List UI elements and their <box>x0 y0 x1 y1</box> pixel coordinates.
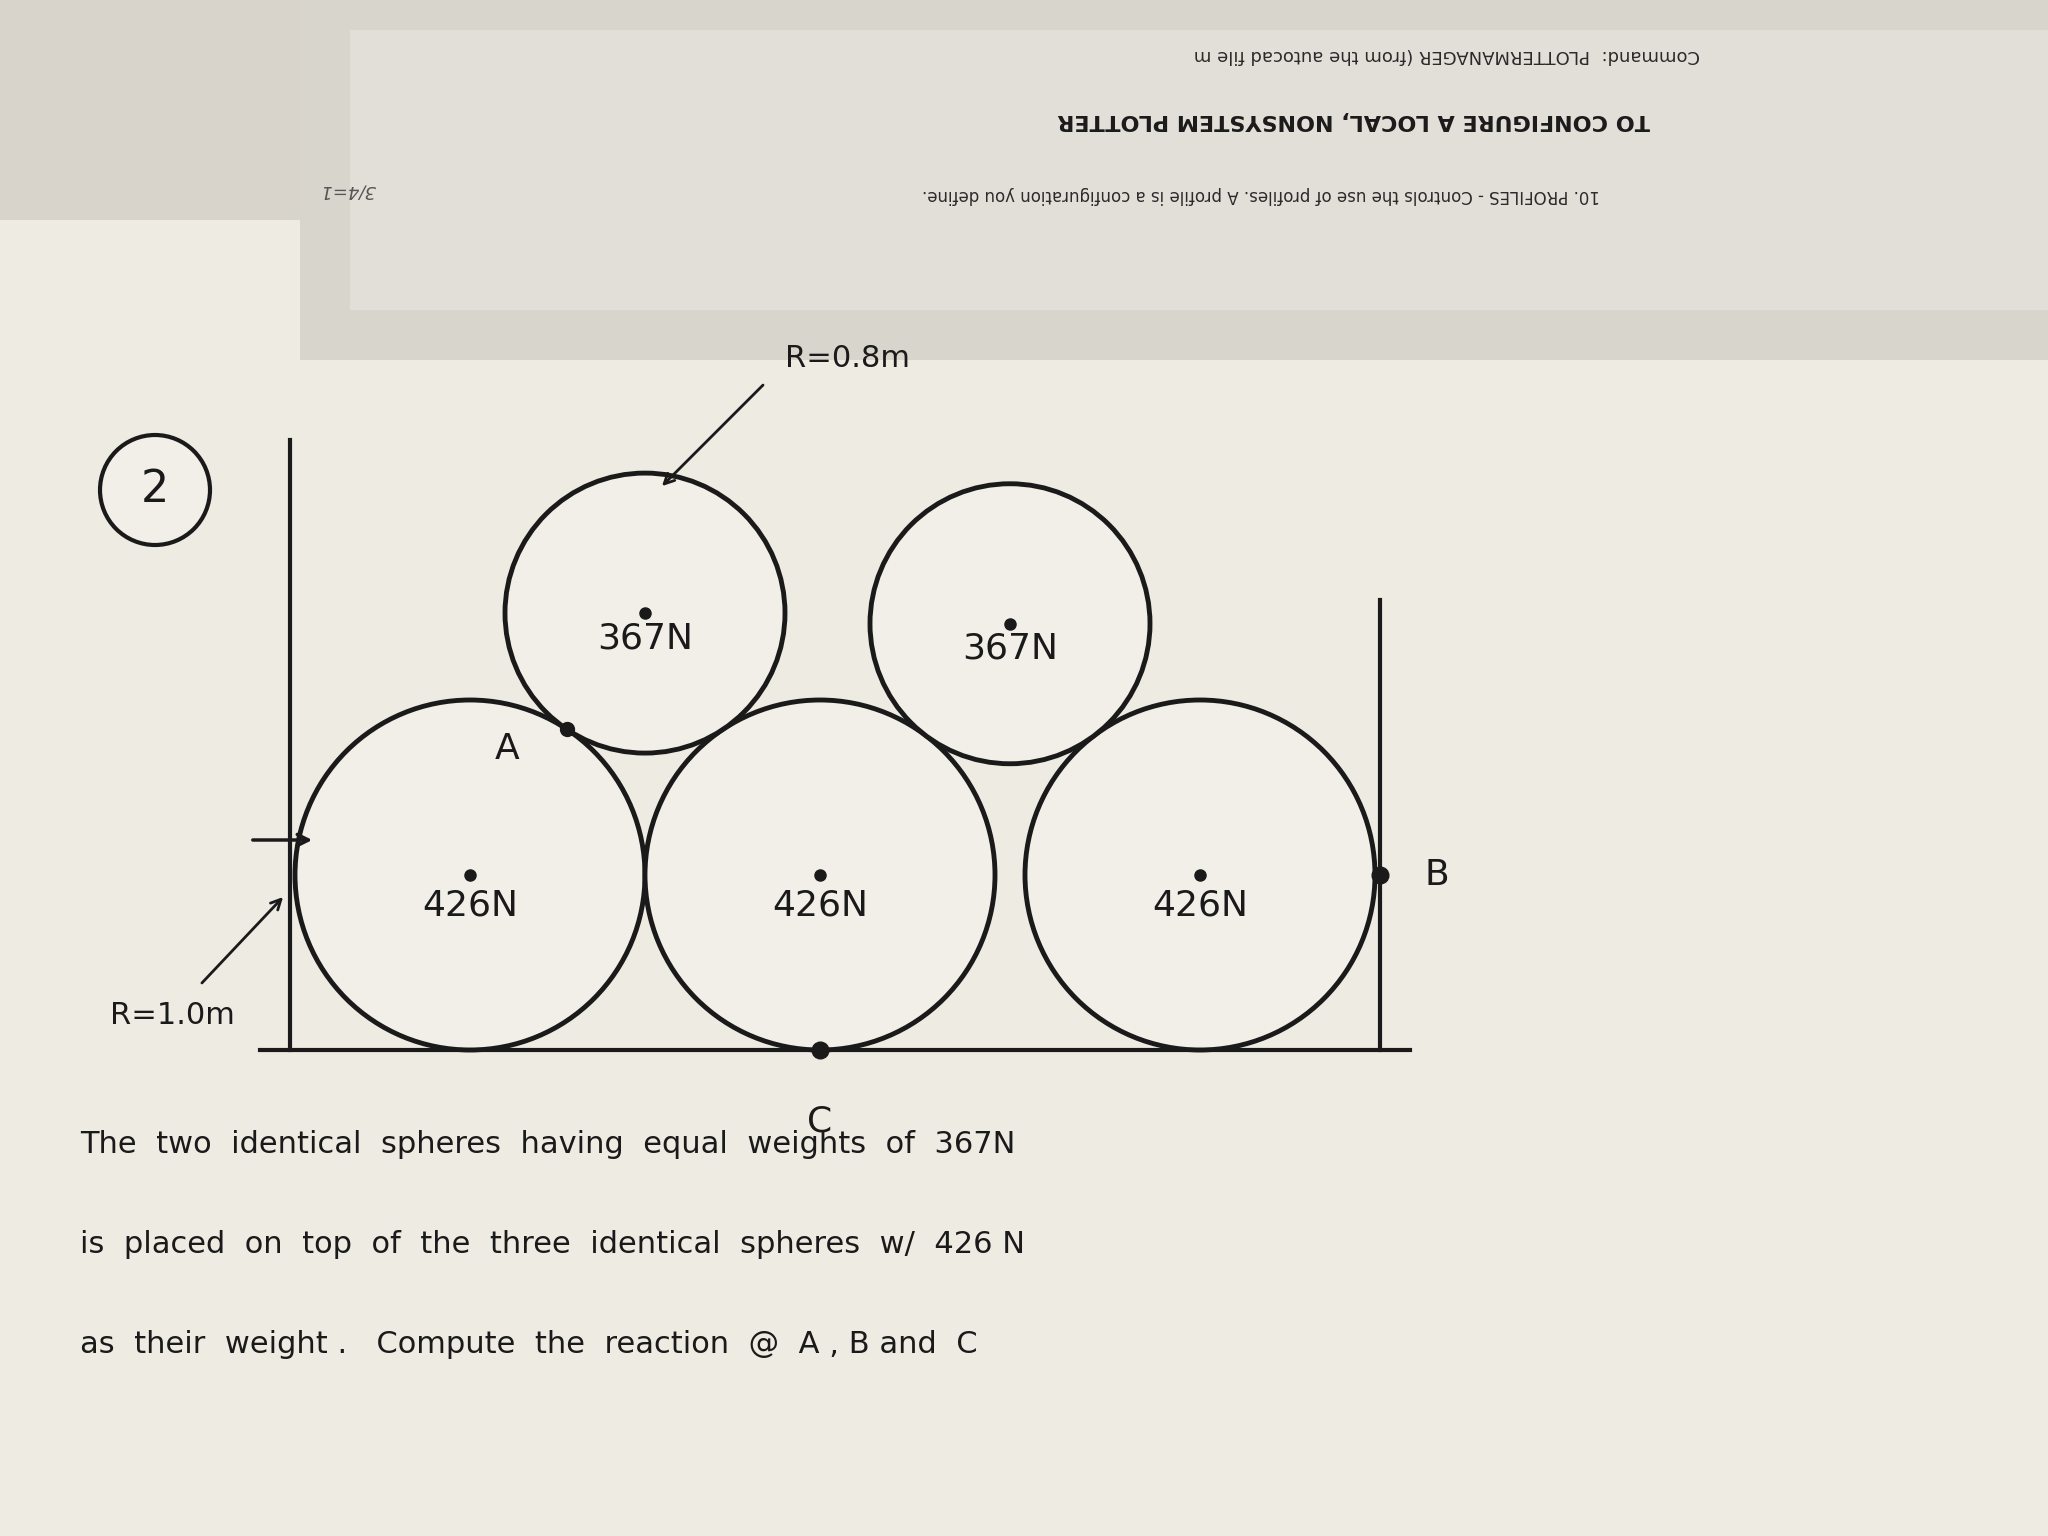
Text: 2: 2 <box>141 468 170 511</box>
Bar <box>0 220 2048 1536</box>
Text: B: B <box>1425 859 1450 892</box>
Bar <box>350 31 2048 310</box>
Circle shape <box>645 700 995 1051</box>
Text: A: A <box>496 733 520 766</box>
Circle shape <box>506 473 784 753</box>
Text: R=1.0m: R=1.0m <box>111 1000 236 1029</box>
Text: The  two  identical  spheres  having  equal  weights  of  367N: The two identical spheres having equal w… <box>80 1130 1016 1160</box>
Text: is  placed  on  top  of  the  three  identical  spheres  w/  426 N: is placed on top of the three identical … <box>80 1230 1024 1260</box>
Text: C: C <box>807 1104 834 1140</box>
Text: 426N: 426N <box>1151 888 1247 922</box>
Text: 3/4=1: 3/4=1 <box>319 181 375 200</box>
Text: as  their  weight .   Compute  the  reaction  @  A , B and  C: as their weight . Compute the reaction @… <box>80 1330 977 1359</box>
Text: 426N: 426N <box>422 888 518 922</box>
Circle shape <box>870 484 1151 763</box>
Circle shape <box>295 700 645 1051</box>
Text: 10. PROFILES - Controls the use of profiles. A profile is a configuration you de: 10. PROFILES - Controls the use of profi… <box>922 186 1599 204</box>
Text: 426N: 426N <box>772 888 868 922</box>
Bar <box>299 0 2048 359</box>
Text: R=0.8m: R=0.8m <box>784 344 909 373</box>
Text: 367N: 367N <box>598 621 692 654</box>
Text: TO CONFIGURE A LOCAL, NONSYSTEM PLOTTER: TO CONFIGURE A LOCAL, NONSYSTEM PLOTTER <box>1057 111 1651 131</box>
Circle shape <box>1024 700 1374 1051</box>
Text: 367N: 367N <box>963 631 1059 665</box>
Text: Command:  PLOTTERMANAGER (from the autocad file m: Command: PLOTTERMANAGER (from the autoca… <box>1194 46 1700 65</box>
Circle shape <box>100 435 211 545</box>
